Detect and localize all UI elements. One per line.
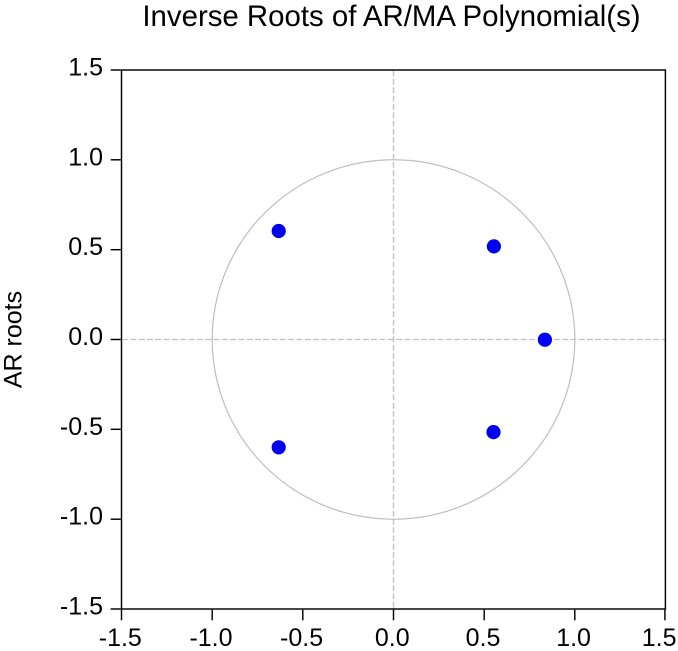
svg-text:1.5: 1.5 [642, 624, 677, 651]
svg-text:0.5: 0.5 [68, 233, 103, 261]
svg-text:-1.0: -1.0 [189, 624, 232, 651]
svg-text:AR roots: AR roots [0, 291, 28, 388]
svg-text:1.5: 1.5 [68, 54, 103, 82]
svg-text:-1.5: -1.5 [60, 593, 103, 621]
svg-text:1.0: 1.0 [556, 624, 591, 651]
svg-text:-0.5: -0.5 [60, 413, 103, 441]
svg-text:0.0: 0.0 [68, 323, 103, 351]
svg-text:-1.5: -1.5 [99, 624, 142, 651]
svg-text:0.0: 0.0 [375, 624, 410, 651]
svg-text:-0.5: -0.5 [280, 624, 323, 651]
svg-text:-1.0: -1.0 [60, 503, 103, 531]
svg-text:0.5: 0.5 [466, 624, 501, 651]
svg-text:Inverse Roots of AR/MA Polynom: Inverse Roots of AR/MA Polynomial(s) [142, 0, 640, 33]
svg-text:1.0: 1.0 [68, 143, 103, 171]
